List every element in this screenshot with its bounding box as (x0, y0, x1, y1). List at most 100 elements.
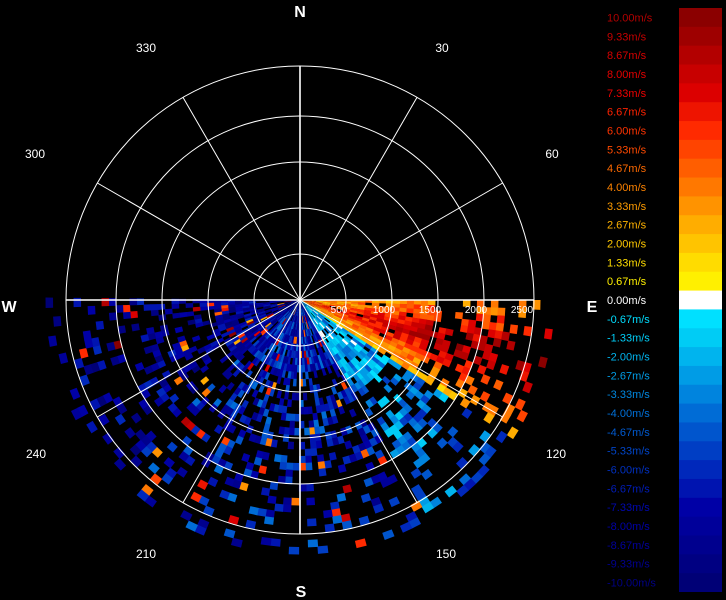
echo-cell (268, 334, 275, 342)
colorbar-swatch (679, 365, 722, 386)
echo-cell (240, 323, 248, 329)
echo-cell (395, 326, 404, 333)
velocity-echo-layer (45, 297, 553, 555)
echo-cell (295, 392, 300, 401)
echo-cell (302, 329, 305, 338)
echo-cell (281, 405, 288, 414)
echo-cell (269, 359, 276, 368)
echo-cell (274, 312, 282, 318)
west-label: W (1, 299, 17, 316)
echo-cell (245, 424, 254, 434)
echo-cell (263, 306, 272, 310)
echo-cell (367, 321, 376, 328)
echo-cell (518, 300, 527, 310)
echo-cell (171, 407, 182, 418)
echo-cell (266, 324, 274, 331)
echo-cell (232, 338, 241, 346)
echo-cell (206, 383, 216, 393)
echo-cell (254, 341, 262, 349)
echo-cell (354, 538, 367, 549)
echo-cell (300, 301, 303, 310)
echo-cell (220, 304, 229, 309)
echo-cell (375, 320, 384, 327)
colorbar-label: 9.33m/s (607, 31, 647, 43)
echo-cell (285, 312, 291, 320)
echo-cell (403, 342, 413, 351)
echo-cell (368, 349, 377, 357)
colorbar-label: -0.67m/s (607, 314, 650, 326)
echo-cell (343, 396, 351, 405)
echo-cell (305, 350, 309, 359)
echo-cell (134, 439, 147, 452)
echo-cell (297, 301, 300, 310)
echo-cell (320, 310, 328, 315)
echo-cell (410, 484, 423, 496)
echo-cell (473, 327, 483, 336)
echo-cell (237, 405, 246, 415)
echo-cell (205, 347, 214, 355)
echo-cell (312, 318, 318, 326)
north-label: N (294, 4, 306, 21)
echo-cell (366, 340, 375, 348)
echo-cell (490, 307, 499, 316)
echo-cell (278, 332, 284, 340)
echo-cell (296, 301, 300, 310)
echo-cell (514, 398, 526, 411)
echo-cell (176, 368, 187, 377)
echo-cell (399, 300, 408, 305)
echo-cell (129, 444, 142, 457)
echo-cell (336, 333, 344, 341)
echo-cell (333, 315, 341, 320)
echo-cell (297, 322, 300, 331)
echo-cell (465, 332, 475, 341)
echo-cell (262, 339, 269, 347)
echo-cell (253, 358, 261, 367)
echo-cell (307, 406, 313, 415)
echo-cell (381, 341, 391, 349)
echo-cell (285, 327, 290, 336)
azimuth-spoke (182, 299, 301, 503)
echo-cell (334, 369, 342, 378)
echo-cell (287, 320, 292, 329)
echo-cell (458, 473, 472, 486)
echo-cell (357, 304, 366, 308)
echo-cell (315, 440, 323, 449)
echo-cell (366, 352, 375, 360)
echo-cell (98, 413, 110, 426)
echo-cell (313, 348, 318, 357)
echo-cell (340, 329, 348, 336)
echo-cell (324, 316, 332, 322)
echo-cell (227, 328, 236, 335)
echo-cell (203, 357, 213, 366)
echo-cell (300, 301, 303, 310)
echo-cell (348, 408, 357, 418)
echo-cell (306, 305, 313, 312)
echo-cell (327, 332, 335, 340)
echo-cell (349, 309, 358, 314)
echo-cell (412, 422, 423, 434)
echo-cell (281, 309, 288, 315)
echo-cell (461, 345, 472, 355)
echo-cell (201, 320, 211, 327)
echo-cell (236, 330, 244, 337)
echo-cell (433, 315, 442, 323)
echo-cell (410, 345, 420, 353)
colorbar-label: -2.67m/s (607, 370, 650, 382)
echo-cell (303, 329, 306, 338)
echo-cell (399, 307, 408, 313)
echo-cell (309, 312, 315, 320)
echo-cell (281, 326, 287, 334)
echo-cell (306, 328, 310, 337)
echo-cell (322, 304, 330, 308)
echo-cell (308, 321, 313, 329)
echo-cell (287, 335, 292, 344)
echo-cell (292, 301, 299, 307)
echo-cell (301, 301, 307, 308)
echo-cell (266, 313, 274, 318)
echo-cell (341, 348, 349, 357)
echo-cell (232, 349, 241, 358)
echo-cell (378, 306, 387, 311)
echo-cell (358, 339, 367, 346)
echo-cell (412, 356, 422, 366)
echo-cell (344, 440, 353, 450)
